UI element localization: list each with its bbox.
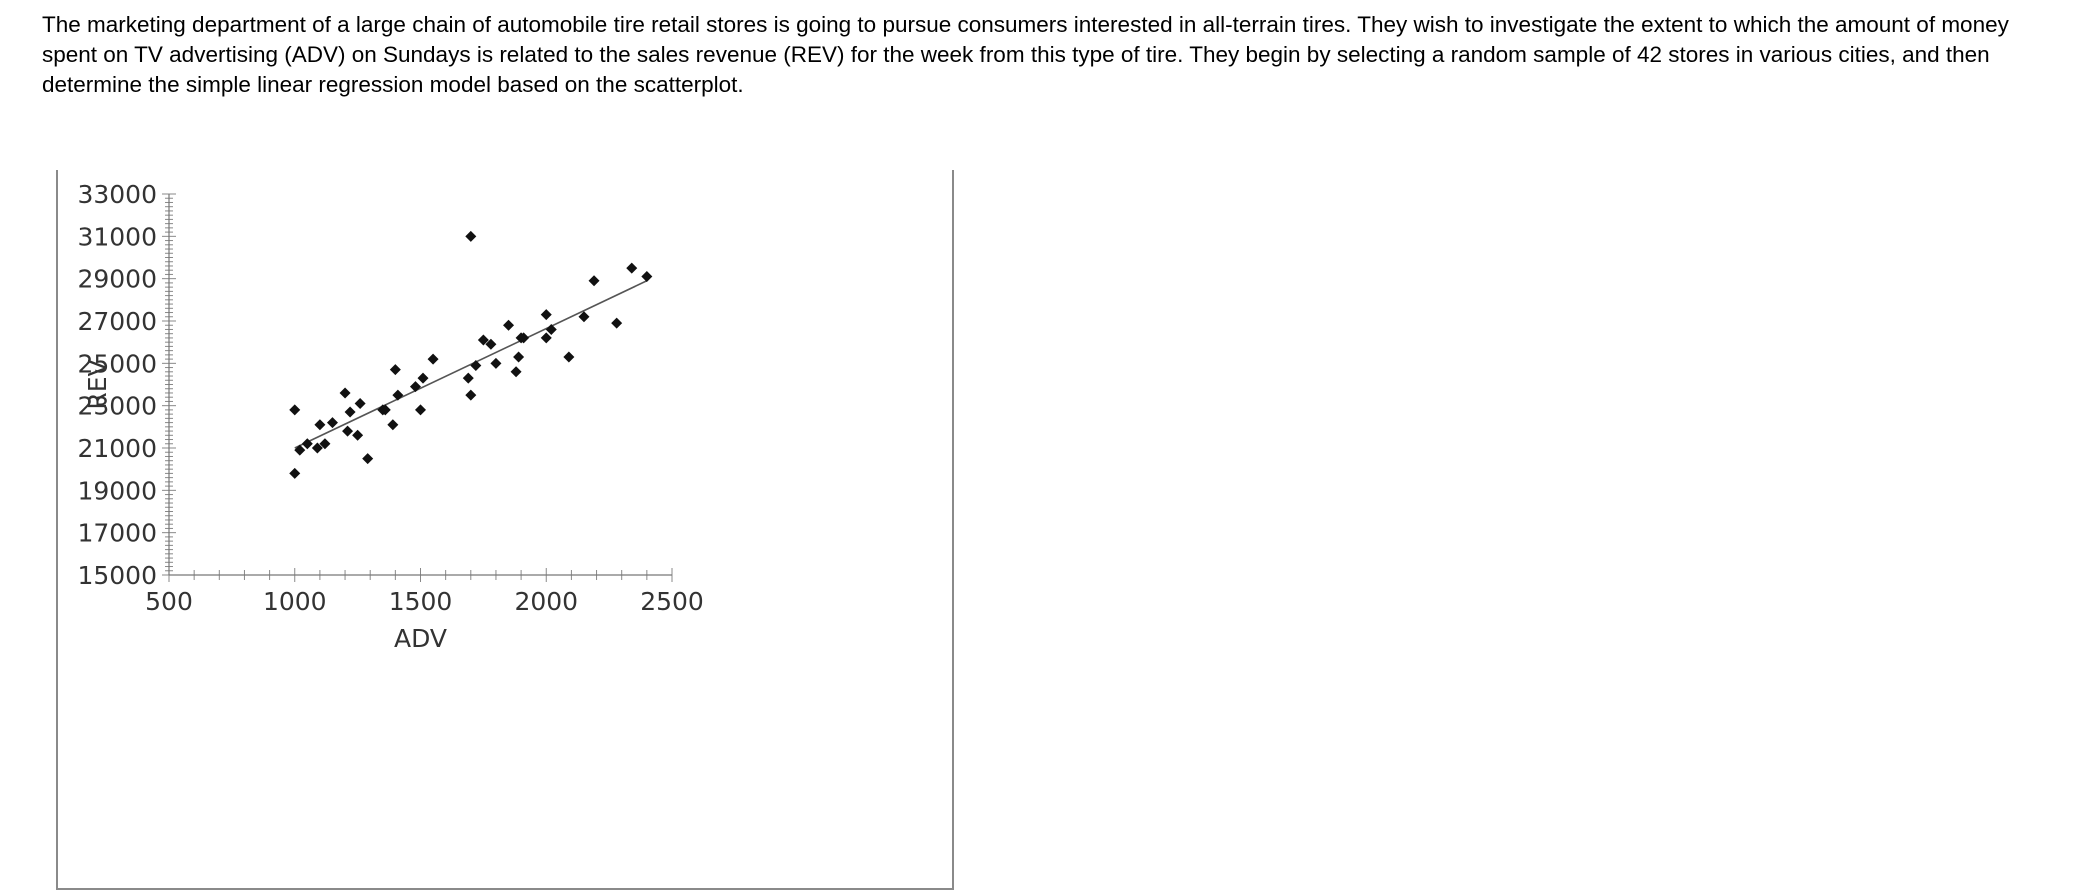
question-text: The marketing department of a large chai… [42,12,2009,97]
y-tick-label: 21000 [77,434,157,463]
data-point [319,438,331,450]
data-point [362,453,374,465]
data-point [392,389,404,401]
data-point [339,387,351,399]
data-point [314,419,326,431]
data-point [379,404,391,416]
data-point [470,359,482,371]
y-tick-label: 29000 [77,265,157,294]
data-point [540,309,552,321]
data-point [513,351,525,363]
data-point [465,389,477,401]
y-tick-label: 25000 [77,349,157,378]
data-point [641,271,653,283]
data-point [611,317,623,329]
y-tick-label: 15000 [77,561,157,590]
data-point [344,406,356,418]
y-tick-label: 27000 [77,307,157,336]
data-point [518,332,530,344]
y-axis-title: REV [83,359,112,409]
x-tick-label: 1500 [389,587,453,616]
x-tick-label: 500 [145,587,193,616]
data-point [545,323,557,335]
data-point [389,364,401,376]
data-point [540,332,552,344]
x-tick-label: 2000 [514,587,578,616]
data-point [354,398,366,410]
data-point [626,262,638,274]
data-point [294,444,306,456]
data-point [289,467,301,479]
data-point [409,381,421,393]
data-point [387,419,399,431]
data-point [417,372,429,384]
data-point [289,404,301,416]
data-point [578,311,590,323]
data-point [563,351,575,363]
x-axis-title: ADV [394,624,447,653]
x-tick-label: 2500 [640,587,704,616]
data-point [352,429,364,441]
data-point [415,404,426,416]
data-point [462,372,474,384]
y-tick-label: 19000 [77,476,157,505]
data-point [311,442,323,454]
scatterplot-chart: 15000 17000 19000 21000 23000 25000 27000 29000… [77,180,704,653]
data-point [510,366,522,378]
y-tick-label: 17000 [77,519,157,548]
data-point [301,438,313,450]
data-point [342,425,354,437]
data-point [485,338,497,350]
data-point [490,357,502,369]
data-point [326,417,338,429]
data-point [503,319,515,331]
regression-line [294,280,648,449]
data-point [588,275,600,287]
data-point [477,334,489,346]
y-tick-label: 33000 [77,180,157,209]
x-tick-label: 1000 [263,587,327,616]
scatterplot-frame: 15000 17000 19000 21000 23000 25000 27000 29000… [56,170,954,890]
y-tick-label: 31000 [77,222,157,251]
data-point [465,230,477,242]
data-point [427,353,439,365]
y-tick-label: 23000 [77,392,157,421]
